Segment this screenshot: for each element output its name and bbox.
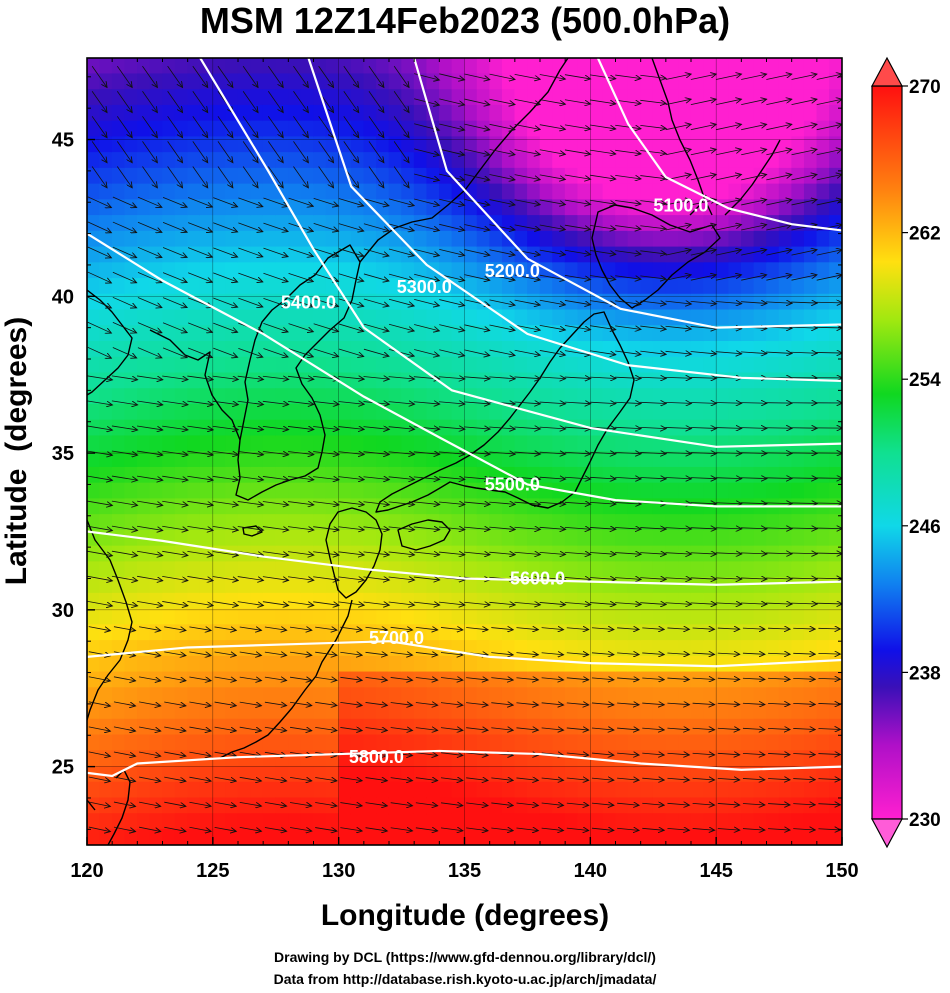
- contour-line: [199, 58, 842, 448]
- contour-line: [87, 640, 842, 668]
- coastline-korea: [235, 244, 361, 501]
- contour-label: 5800.0: [349, 747, 404, 767]
- colorbar-tick-label: 270: [909, 77, 941, 98]
- colorbar: 230 238 246 254 262 270: [870, 56, 941, 849]
- x-tick-label: 140: [574, 860, 607, 882]
- coastline-sakhalin: [651, 58, 713, 216]
- coastline-jeju: [242, 525, 263, 537]
- chart-title: MSM 12Z14Feb2023 (500.0hPa): [200, 0, 730, 41]
- coastline-liaodong: [149, 329, 241, 441]
- credit-line-1: Drawing by DCL (https://www.gfd-dennou.o…: [274, 949, 656, 965]
- contour-label: 5400.0: [281, 293, 336, 313]
- x-tick-label: 150: [825, 860, 858, 882]
- plot-area: 5100.0 5200.0 5300.0 5400.0 5500.0 5600.0 5700…: [87, 58, 842, 845]
- colorbar-tick-label: 230: [909, 810, 941, 831]
- colorbar-tick-label: 238: [909, 663, 941, 684]
- colorbar-tick-label: 254: [909, 370, 941, 391]
- y-tick-label: 25: [52, 757, 74, 779]
- y-tick-label: 40: [52, 286, 74, 308]
- colorbar-top-extension: [870, 56, 904, 87]
- x-tick-label: 120: [70, 860, 103, 882]
- coastline-shikoku: [397, 519, 451, 551]
- y-tick-label: 45: [52, 130, 74, 152]
- contour-label: 5300.0: [397, 277, 452, 297]
- y-axis-title: Latitude (degrees): [0, 317, 33, 585]
- colorbar-tick-label: 246: [909, 517, 941, 538]
- coastline-ryukyu: [219, 599, 353, 759]
- contour-line: [87, 530, 842, 586]
- colorbar-bottom-extension: [870, 818, 904, 849]
- contour-label: 5700.0: [369, 628, 424, 648]
- contour-label: 5600.0: [510, 568, 565, 588]
- colorbar-tick-label: 262: [909, 224, 941, 245]
- contour-line: [87, 749, 842, 778]
- credit-line-2: Data from http://database.rish.kyoto-u.a…: [274, 971, 657, 987]
- x-tick-label: 130: [322, 860, 355, 882]
- contour-label: 5200.0: [485, 261, 540, 281]
- y-tick-label: 30: [52, 600, 74, 622]
- x-tick-label: 145: [699, 860, 732, 882]
- coastline-russia: [359, 58, 569, 263]
- coastline-honshu: [375, 311, 635, 513]
- x-tick-label: 135: [448, 860, 481, 882]
- coastline-hokkaido: [591, 204, 721, 309]
- x-axis-title: Longitude (degrees): [321, 899, 609, 932]
- contour-label: 5100.0: [653, 195, 708, 215]
- contour-line: [413, 58, 842, 329]
- colorbar-gradient: [871, 85, 903, 820]
- y-tick-label: 35: [52, 443, 74, 465]
- x-tick-label: 125: [196, 860, 229, 882]
- coastline-kyushu: [325, 507, 383, 599]
- contour-label: 5500.0: [485, 474, 540, 494]
- contour-line: [307, 58, 842, 383]
- contour-line: [87, 232, 842, 508]
- contour-line: [596, 58, 842, 232]
